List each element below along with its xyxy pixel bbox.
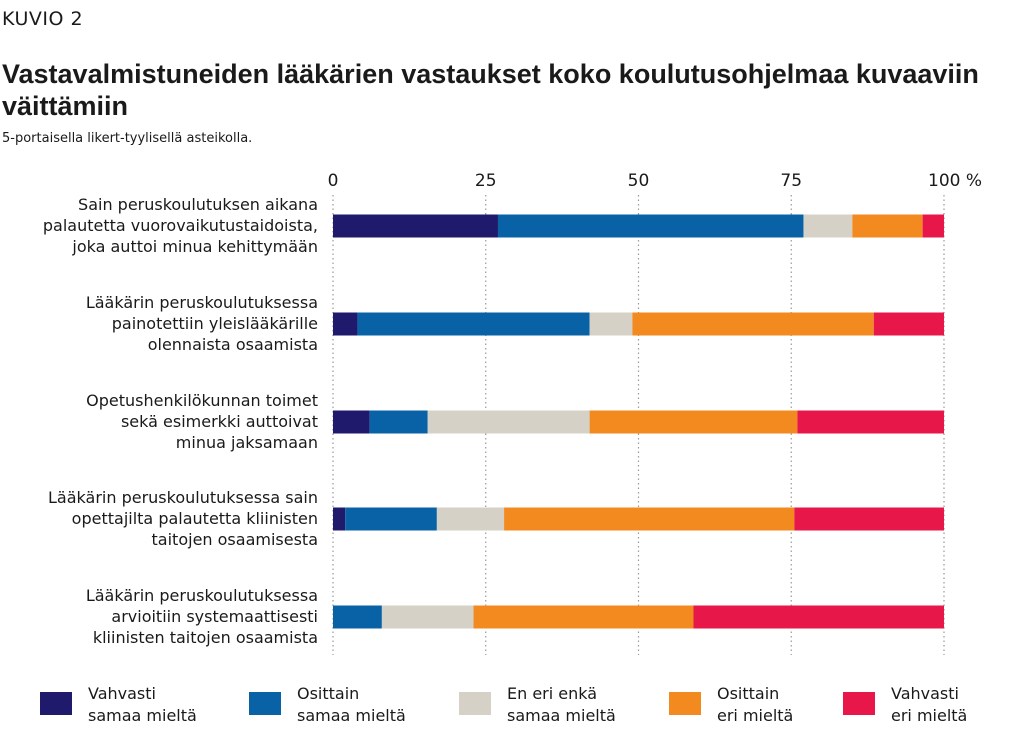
bar-segment <box>345 507 437 531</box>
bar-segment <box>497 214 804 238</box>
legend-label: Osittain samaa mieltä <box>297 684 406 725</box>
legend-swatch <box>40 692 72 715</box>
legend-swatch <box>459 692 491 715</box>
bar-segment <box>504 507 795 531</box>
bar-segment <box>333 605 382 629</box>
bar-segment <box>333 312 358 336</box>
bar-segment <box>797 410 944 434</box>
legend-label: Osittain eri mieltä <box>717 684 793 725</box>
bar-segment <box>693 605 944 629</box>
bar-segment <box>794 507 944 531</box>
category-label: Lääkärin peruskoulutuksessa sain opettaji… <box>48 488 318 549</box>
x-tick-label: 25 <box>475 171 497 191</box>
legend-swatch <box>843 692 875 715</box>
x-tick-label: 75 <box>780 171 802 191</box>
bar-segment <box>427 410 590 434</box>
bar-segment <box>369 410 428 434</box>
legend-label: Vahvasti eri mieltä <box>891 684 967 725</box>
legend-label: En eri enkä samaa mieltä <box>507 684 616 725</box>
legend-swatch <box>669 692 701 715</box>
x-tick-label: 50 <box>628 171 650 191</box>
x-tick-label: 0 <box>328 171 339 191</box>
bar-segment <box>589 312 633 336</box>
x-tick-label: 100 % <box>928 171 982 191</box>
bar-segment <box>589 410 798 434</box>
bar-segment <box>333 410 370 434</box>
bar-segment <box>473 605 694 629</box>
bar-segment <box>436 507 505 531</box>
legend-swatch <box>249 692 281 715</box>
category-label: Lääkärin peruskoulutuksessa painotettiin … <box>86 293 318 354</box>
bar-segment <box>333 507 346 531</box>
bar-segment <box>632 312 874 336</box>
figure-number: KUVIO 2 <box>2 8 84 30</box>
chart-subtitle: 5-portaisella likert-tyylisellä asteikol… <box>2 131 253 146</box>
bar-segment <box>803 214 853 238</box>
bar-segment <box>381 605 474 629</box>
bar-segment <box>357 312 590 336</box>
bar-segment <box>333 214 498 238</box>
category-label: Sain peruskoulutuksen aikana palautetta v… <box>43 195 318 256</box>
chart-title: Vastavalmistuneiden lääkärien vastaukset… <box>2 59 979 121</box>
legend-label: Vahvasti samaa mieltä <box>88 684 197 725</box>
category-label: Opetushenkilökunnan toimet sekä esimerkki… <box>86 391 318 452</box>
bar-segment <box>852 214 923 238</box>
category-label: Lääkärin peruskoulutuksessa arvioitiin sy… <box>86 586 318 647</box>
bar-segment <box>873 312 944 336</box>
bar-segment <box>922 214 944 238</box>
